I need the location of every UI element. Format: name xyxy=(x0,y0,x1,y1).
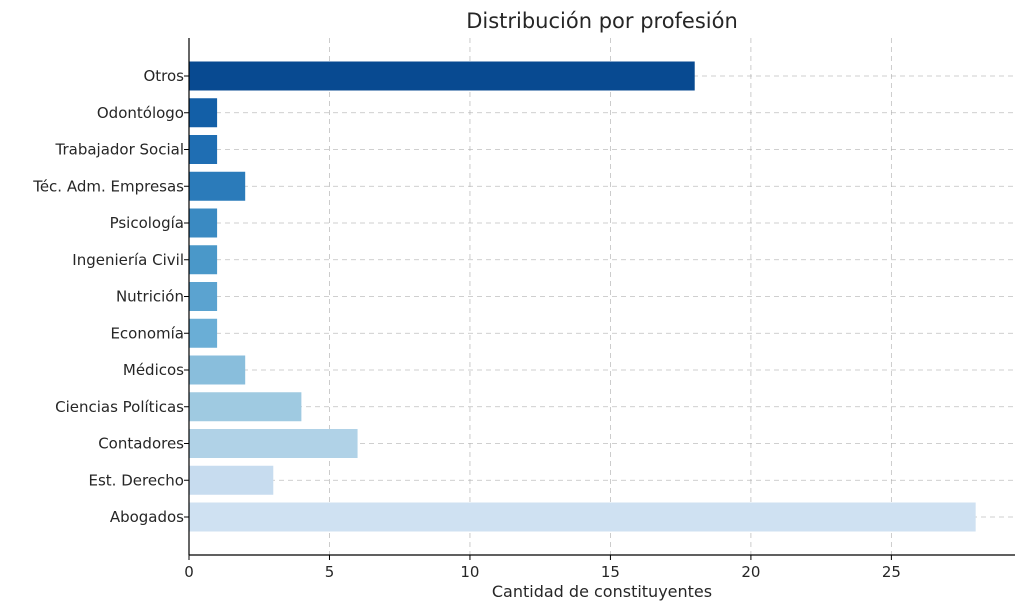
bar xyxy=(189,282,218,311)
bar xyxy=(189,135,218,164)
gridlines xyxy=(188,38,1015,555)
bar xyxy=(189,392,302,422)
bar xyxy=(189,208,218,238)
bar xyxy=(189,318,218,348)
x-tick-label: 0 xyxy=(184,563,194,581)
y-tick-label: Contadores xyxy=(98,435,184,453)
x-tick-label: 25 xyxy=(882,563,901,581)
x-tick-labels: 0 5 10 15 20 25 xyxy=(184,555,901,581)
bars xyxy=(189,61,976,532)
bar xyxy=(189,502,976,532)
y-tick-label: Otros xyxy=(143,67,184,85)
y-tick-label: Economía xyxy=(110,324,184,342)
y-tick-labels: Abogados Est. Derecho Contadores Ciencias P… xyxy=(32,67,189,526)
bar xyxy=(189,171,246,201)
y-tick-label: Est. Derecho xyxy=(89,471,185,489)
bar xyxy=(189,429,358,458)
x-axis-label: Cantidad de constituyentes xyxy=(492,582,712,601)
y-tick-label: Abogados xyxy=(110,508,184,526)
x-tick-label: 5 xyxy=(325,563,335,581)
y-tick-label: Téc. Adm. Empresas xyxy=(32,177,184,195)
bar xyxy=(189,61,695,91)
y-tick-label: Nutrición xyxy=(116,288,184,306)
y-tick-label: Ciencias Políticas xyxy=(55,398,184,416)
x-tick-label: 20 xyxy=(741,563,760,581)
y-tick-label: Odontólogo xyxy=(97,104,184,122)
chart-title: Distribución por profesión xyxy=(466,9,738,33)
y-tick-label: Médicos xyxy=(123,361,184,379)
x-tick-label: 15 xyxy=(601,563,620,581)
bar xyxy=(189,355,246,385)
y-tick-label: Psicología xyxy=(110,214,184,232)
bar xyxy=(189,98,218,128)
y-tick-label: Ingeniería Civil xyxy=(72,251,184,269)
bar xyxy=(189,245,218,275)
y-tick-label: Trabajador Social xyxy=(55,141,185,159)
bar xyxy=(189,465,274,495)
x-tick-label: 10 xyxy=(460,563,479,581)
